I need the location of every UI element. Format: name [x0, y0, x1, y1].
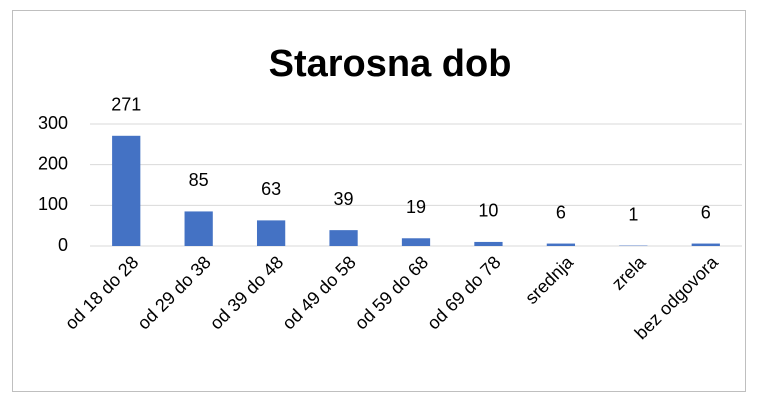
data-label: 6	[556, 202, 566, 222]
bar	[401, 238, 431, 246]
data-label: 1	[628, 204, 638, 224]
data-label: 19	[406, 197, 426, 217]
data-label: 6	[701, 202, 711, 222]
data-label: 85	[189, 170, 209, 190]
y-tick-label: 0	[58, 235, 68, 255]
data-label: 63	[261, 179, 281, 199]
y-tick-label: 200	[38, 153, 68, 173]
data-label: 39	[334, 189, 354, 209]
bar	[112, 135, 141, 246]
chart-title: Starosna dob	[269, 43, 512, 85]
data-label: 10	[478, 201, 498, 221]
bar	[691, 243, 720, 246]
bar	[474, 241, 503, 246]
data-label: 271	[111, 95, 141, 115]
bar	[329, 230, 358, 246]
y-tick-label: 300	[38, 113, 68, 133]
bar	[546, 243, 576, 246]
bar	[184, 211, 213, 246]
y-tick-label: 100	[38, 194, 68, 214]
bar	[256, 220, 286, 246]
